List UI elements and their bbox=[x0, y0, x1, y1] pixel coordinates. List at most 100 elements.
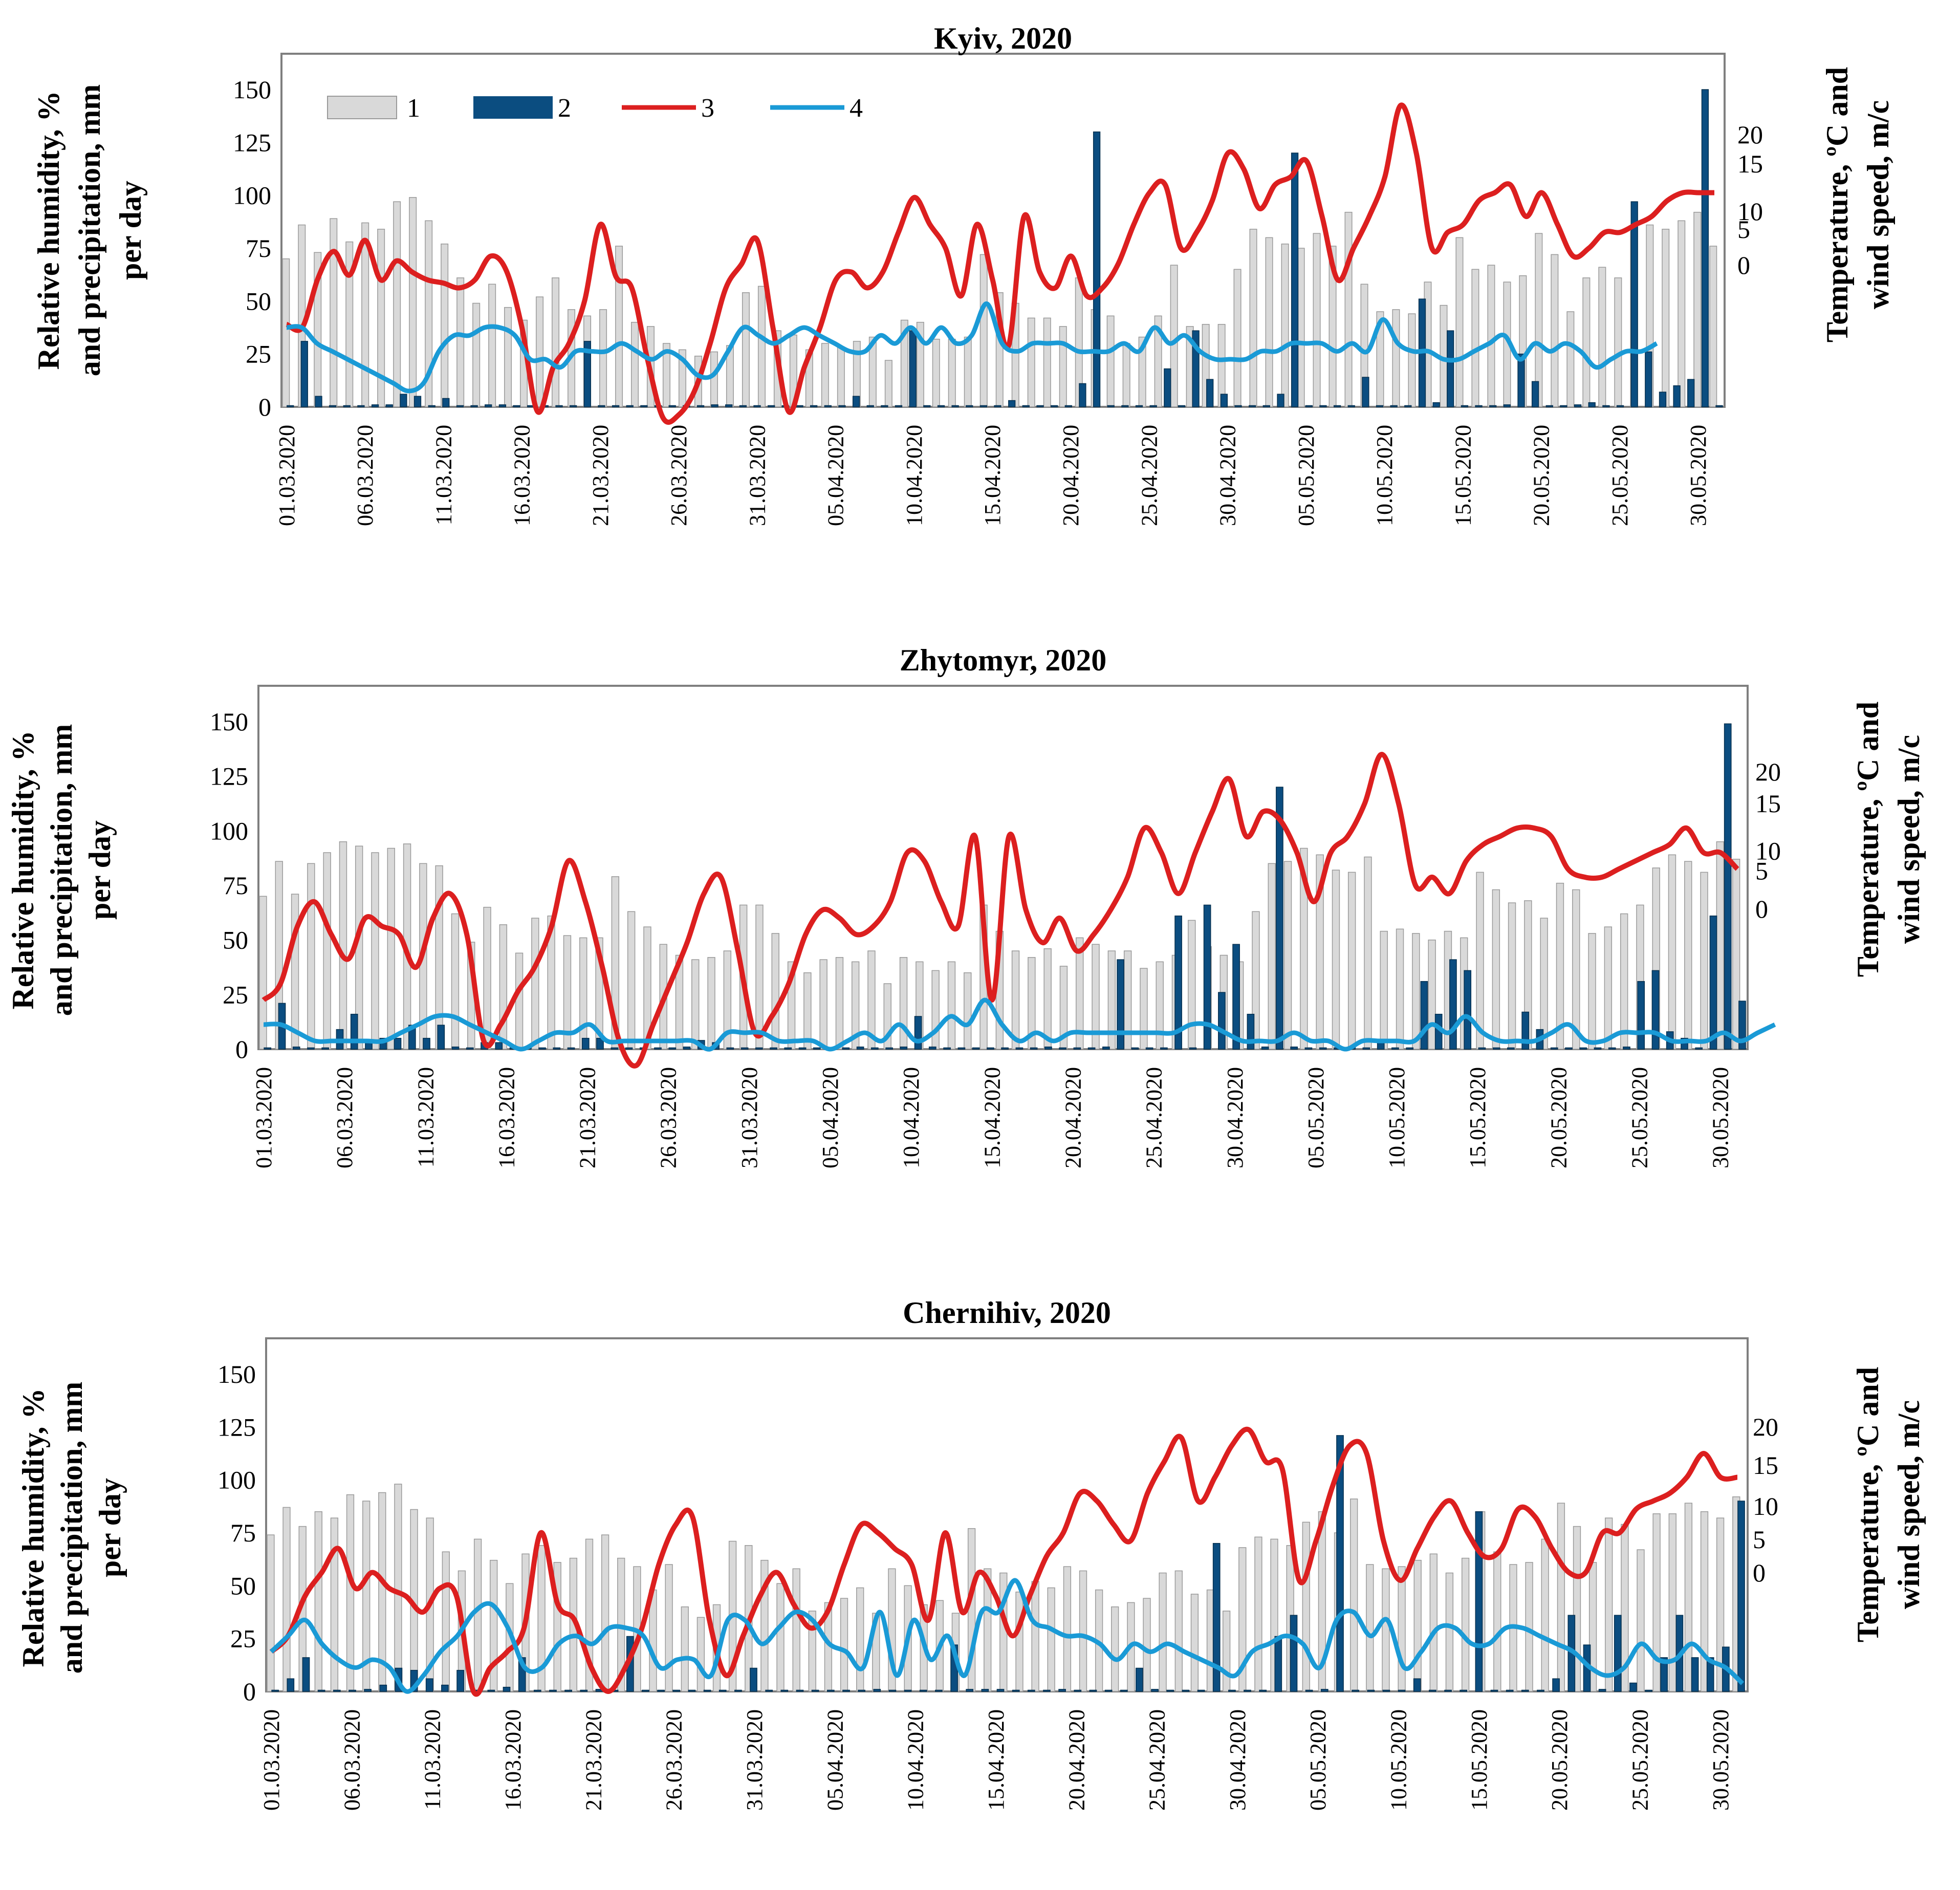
humidity-bar bbox=[932, 338, 940, 407]
left-tick-label: 50 bbox=[223, 926, 248, 954]
x-tick-label: 25.05.2020 bbox=[1628, 1709, 1653, 1811]
precip-bar bbox=[1492, 1047, 1500, 1050]
precip-bar bbox=[842, 1689, 850, 1692]
precip-bar bbox=[626, 405, 634, 407]
x-tick-label: 25.05.2020 bbox=[1627, 1067, 1652, 1168]
x-tick-label: 25.04.2020 bbox=[1142, 1067, 1167, 1168]
humidity-bar bbox=[1678, 220, 1686, 407]
x-tick-label: 10.05.2020 bbox=[1386, 1709, 1411, 1811]
precip-bar bbox=[943, 1047, 951, 1050]
precip-bar bbox=[287, 1678, 295, 1692]
humidity-bar bbox=[1598, 267, 1606, 407]
precip-bar bbox=[1517, 353, 1525, 407]
precip-bar bbox=[900, 1046, 908, 1050]
precip-bar bbox=[1120, 1689, 1128, 1692]
humidity-bar bbox=[282, 1507, 291, 1692]
x-tick-label: 15.04.2020 bbox=[984, 1709, 1009, 1811]
x-tick-label: 21.03.2020 bbox=[588, 425, 613, 526]
humidity-bar bbox=[1684, 1503, 1693, 1692]
precip-bar bbox=[718, 1689, 727, 1692]
precip-bar bbox=[1259, 1689, 1267, 1692]
precip-bar bbox=[1197, 1689, 1205, 1692]
precip-bar bbox=[1261, 1046, 1269, 1050]
precip-bar bbox=[784, 1047, 792, 1050]
humidity-bar bbox=[531, 918, 539, 1050]
humidity-bar bbox=[1015, 1591, 1023, 1692]
precip-bar bbox=[1598, 1689, 1606, 1692]
humidity-bar bbox=[742, 292, 750, 407]
precip-bar bbox=[1218, 992, 1226, 1050]
humidity-bar bbox=[1572, 889, 1580, 1050]
humidity-bar bbox=[1106, 315, 1115, 407]
humidity-bar bbox=[563, 935, 572, 1050]
precip-bar bbox=[1701, 89, 1709, 407]
humidity-bar bbox=[615, 246, 623, 407]
x-tick-label: 10.05.2020 bbox=[1384, 1067, 1409, 1168]
precip-bar bbox=[1093, 131, 1101, 407]
precip-bar bbox=[937, 405, 945, 407]
humidity-bar bbox=[547, 915, 555, 1050]
precip-bar bbox=[612, 405, 620, 407]
precip-bar bbox=[1724, 723, 1732, 1050]
precip-bar bbox=[1651, 970, 1660, 1050]
humidity-bar bbox=[627, 911, 636, 1050]
precip-bar bbox=[1277, 394, 1284, 407]
humidity-bar bbox=[1364, 856, 1372, 1050]
humidity-bar bbox=[1412, 933, 1420, 1050]
right-tick-label: 20 bbox=[1755, 757, 1781, 786]
precip-bar bbox=[683, 1046, 691, 1050]
x-tick-label: 01.03.2020 bbox=[274, 425, 299, 526]
x-tick-label: 26.03.2020 bbox=[666, 425, 691, 526]
humidity-bar bbox=[856, 1587, 864, 1692]
humidity-bar bbox=[837, 347, 845, 407]
humidity-bar bbox=[710, 351, 718, 407]
x-tick-label: 25.04.2020 bbox=[1137, 425, 1162, 526]
humidity-bar bbox=[1092, 944, 1100, 1050]
humidity-bar bbox=[1344, 211, 1353, 407]
precip-bar bbox=[1550, 1047, 1558, 1050]
precip-bar bbox=[1506, 1689, 1514, 1692]
precip-bar bbox=[987, 1047, 994, 1050]
humidity-bar bbox=[821, 343, 829, 407]
precip-bar bbox=[1228, 1689, 1236, 1692]
wind-line bbox=[263, 997, 1776, 1052]
precip-bar bbox=[798, 1047, 807, 1050]
precip-bar bbox=[1737, 1501, 1745, 1692]
humidity-bar bbox=[1605, 1517, 1613, 1692]
humidity-bar bbox=[771, 933, 779, 1050]
humidity-bar bbox=[488, 284, 496, 407]
precip-bar bbox=[1695, 1047, 1703, 1050]
humidity-bar bbox=[1428, 939, 1436, 1050]
left-tick-label: 50 bbox=[246, 287, 271, 315]
precip-bar bbox=[935, 1689, 943, 1692]
x-tick-label: 31.03.2020 bbox=[745, 425, 770, 526]
precip-bar bbox=[1537, 1689, 1544, 1692]
left-tick-label: 150 bbox=[217, 1360, 256, 1388]
humidity-bar bbox=[1043, 317, 1051, 407]
precip-bar bbox=[1637, 981, 1645, 1050]
wind-line bbox=[286, 301, 1658, 394]
precip-bar bbox=[972, 1047, 980, 1050]
right-tick-label: 15 bbox=[1737, 149, 1763, 178]
legend-label: 2 bbox=[558, 94, 571, 123]
precip-bar bbox=[810, 405, 818, 407]
precip-bar bbox=[1203, 904, 1211, 1050]
precip-bar bbox=[1135, 405, 1143, 407]
precip-bar bbox=[1030, 1047, 1038, 1050]
right-axis-label: wind speed, m/c bbox=[1892, 735, 1926, 944]
precip-bar bbox=[1149, 405, 1157, 407]
right-tick-label: 5 bbox=[1755, 857, 1768, 885]
x-tick-label: 06.03.2020 bbox=[332, 1067, 357, 1168]
humidity-bar bbox=[282, 258, 290, 407]
humidity-bar bbox=[835, 957, 844, 1050]
humidity-bar bbox=[1063, 1566, 1072, 1692]
humidity-bar bbox=[1604, 926, 1613, 1050]
right-tick-label: 5 bbox=[1753, 1525, 1766, 1554]
precip-bar bbox=[538, 1047, 546, 1050]
precip-bar bbox=[858, 1689, 865, 1692]
precip-bar bbox=[1347, 405, 1355, 407]
humidity-bar bbox=[1413, 1559, 1422, 1692]
humidity-bar bbox=[1732, 859, 1740, 1050]
x-tick-label: 05.04.2020 bbox=[818, 1067, 843, 1168]
precip-bar bbox=[1444, 1689, 1452, 1692]
